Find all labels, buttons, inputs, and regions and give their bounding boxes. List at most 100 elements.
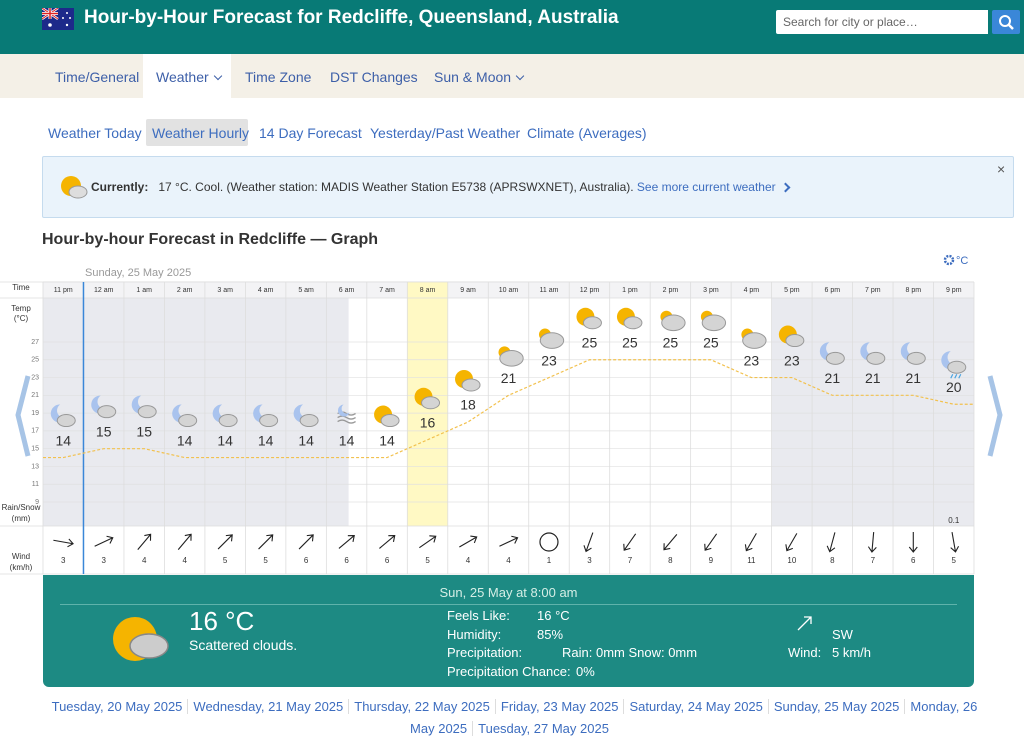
column-bg bbox=[852, 298, 894, 526]
subnav-active-bg bbox=[146, 119, 248, 146]
hour-label: 9 am bbox=[460, 287, 476, 294]
detail-label: Precipitation: bbox=[447, 645, 523, 660]
row-label: (mm) bbox=[12, 514, 31, 523]
hour-label: 2 am bbox=[177, 287, 193, 294]
wind-speed: 7 bbox=[871, 556, 876, 565]
cloud-icon bbox=[539, 332, 565, 349]
time-cell-bg bbox=[488, 282, 529, 298]
wind-speed: 7 bbox=[628, 556, 633, 565]
time-cell-bg bbox=[933, 282, 974, 298]
column-bg bbox=[569, 298, 610, 526]
nav-item[interactable]: Time/General bbox=[55, 69, 139, 85]
temp-label: 23 bbox=[541, 352, 557, 368]
wind-arrow bbox=[499, 535, 519, 547]
time-cell-bg bbox=[326, 282, 367, 298]
subnav-item[interactable]: Climate (Averages) bbox=[527, 125, 647, 141]
cloud-icon bbox=[56, 414, 76, 428]
time-cell-bg bbox=[569, 282, 610, 298]
time-cell-bg bbox=[852, 282, 894, 298]
wind-arrow bbox=[338, 535, 355, 549]
nav-text: Sun & Moon bbox=[434, 69, 512, 85]
search-button[interactable] bbox=[992, 10, 1020, 34]
close-button[interactable]: × bbox=[997, 161, 1006, 177]
day-link[interactable]: Monday, 26 May 2025 bbox=[410, 699, 978, 736]
time-cell-bg bbox=[650, 282, 691, 298]
scroll-left[interactable] bbox=[15, 375, 31, 457]
nav-item[interactable]: DST Changes bbox=[330, 69, 418, 85]
subnav-item[interactable]: Weather Today bbox=[48, 125, 142, 141]
subnav-item[interactable]: Weather Hourly bbox=[152, 125, 250, 141]
hour-label: 8 pm bbox=[906, 287, 922, 294]
day-link[interactable]: Tuesday, 20 May 2025 bbox=[51, 699, 183, 714]
wind-arrow bbox=[137, 533, 152, 551]
hour-label: 4 pm bbox=[744, 287, 760, 294]
column-bg bbox=[812, 298, 853, 526]
wind-arrow bbox=[583, 532, 594, 553]
wind-arrow bbox=[623, 533, 637, 551]
wind-arrow bbox=[785, 533, 798, 552]
nav-text: DST Changes bbox=[330, 69, 418, 85]
nav-item[interactable]: Time Zone bbox=[245, 69, 311, 85]
day-link[interactable]: Friday, 23 May 2025 bbox=[494, 699, 624, 714]
column-bg bbox=[326, 298, 349, 526]
temp-label: 21 bbox=[865, 370, 881, 386]
temp-label: 14 bbox=[339, 432, 355, 448]
cloud-icon bbox=[259, 414, 279, 428]
time-cell-bg bbox=[893, 282, 934, 298]
wind-speed: 4 bbox=[142, 556, 147, 565]
day-link[interactable]: Thursday, 22 May 2025 bbox=[348, 699, 495, 714]
cloud-icon bbox=[825, 351, 845, 365]
temp-label: 14 bbox=[217, 432, 233, 448]
temp-label: 25 bbox=[663, 334, 679, 350]
wind-speed: 8 bbox=[830, 556, 835, 565]
cloud-icon bbox=[947, 360, 967, 374]
subnav-item[interactable]: 14 Day Forecast bbox=[259, 125, 362, 141]
wind-speed: 4 bbox=[182, 556, 187, 565]
wind-speed: 5 bbox=[952, 556, 957, 565]
row-label: Wind bbox=[12, 552, 30, 561]
detail-value: Rain: 0mm Snow: 0mm bbox=[562, 645, 698, 660]
hour-label: 8 am bbox=[420, 287, 436, 294]
day-link[interactable]: Saturday, 24 May 2025 bbox=[623, 699, 768, 714]
temp-label: 16 bbox=[420, 414, 436, 430]
time-cell-bg bbox=[690, 282, 732, 298]
time-cell-bg bbox=[771, 282, 813, 298]
scroll-right[interactable] bbox=[987, 375, 1003, 457]
cloud-icon bbox=[299, 414, 319, 428]
temp-label: 14 bbox=[177, 432, 193, 448]
unit-setting[interactable]: °C bbox=[956, 255, 968, 267]
wind-arrow bbox=[459, 535, 478, 548]
graph-title: Hour-by-hour Forecast in Redcliffe — Gra… bbox=[42, 231, 379, 248]
dropdown-caret bbox=[515, 71, 525, 81]
temp-label: 14 bbox=[258, 432, 274, 448]
search-input[interactable]: Search for city or place… bbox=[776, 10, 988, 34]
details-icon bbox=[113, 617, 169, 661]
cloud-icon bbox=[218, 414, 238, 428]
day-link[interactable]: Sunday, 25 May 2025 bbox=[767, 699, 905, 714]
day-link[interactable]: Wednesday, 21 May 2025 bbox=[187, 699, 349, 714]
column-bg bbox=[164, 298, 205, 526]
details-panel: Sun, 25 May at 8:00 am 16 °C Scattered c… bbox=[43, 575, 974, 687]
temp-curve bbox=[43, 359, 974, 459]
temp-label: 14 bbox=[55, 432, 71, 448]
day-link[interactable]: Tuesday, 27 May 2025 bbox=[472, 721, 614, 736]
cloud-icon bbox=[421, 396, 441, 410]
temp-label: 23 bbox=[744, 352, 760, 368]
wind-arrow bbox=[950, 532, 960, 553]
detail-label: Precipitation Chance: bbox=[447, 663, 571, 679]
wind-arrow bbox=[797, 616, 812, 631]
wind-arrow bbox=[177, 533, 192, 551]
temp-label: 18 bbox=[460, 397, 476, 413]
time-cell-bg bbox=[812, 282, 853, 298]
hour-label: 1 pm bbox=[622, 287, 638, 294]
nav-item[interactable]: Sun & Moon bbox=[434, 69, 525, 85]
rain-drop bbox=[958, 373, 962, 379]
current-link[interactable]: See more current weather bbox=[636, 180, 776, 194]
nav-item[interactable]: Weather bbox=[156, 69, 222, 85]
y-tick-label: 13 bbox=[31, 463, 39, 470]
time-cell-bg bbox=[43, 282, 84, 298]
subnav-item[interactable]: Yesterday/Past Weather bbox=[370, 125, 521, 141]
hour-label: 12 am bbox=[94, 287, 114, 294]
hour-label: 9 pm bbox=[946, 287, 962, 294]
